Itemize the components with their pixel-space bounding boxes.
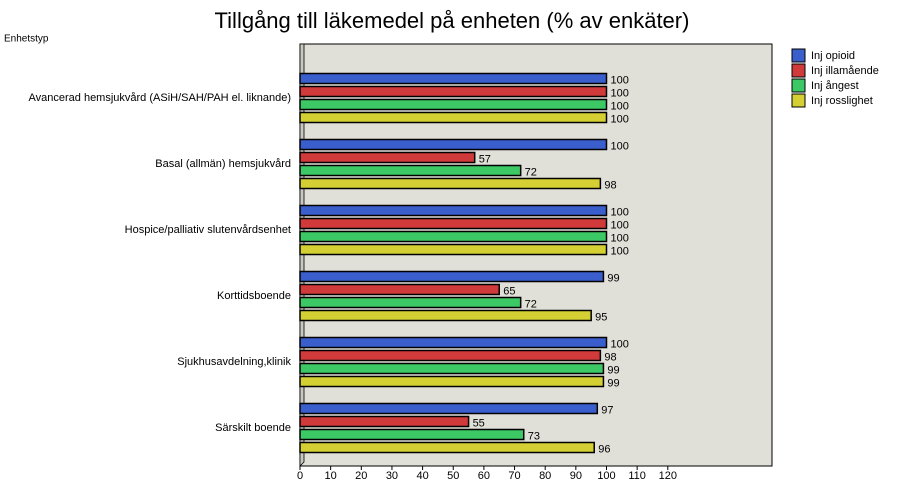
x-tick-label: 120 (659, 470, 677, 482)
bar (299, 138, 608, 151)
y-tick-label: Särskilt boende (215, 422, 291, 434)
x-tick-label: 50 (447, 470, 459, 482)
y-axis-label: Enhetstyp (4, 34, 49, 45)
chart-title: Tillgång till läkemedel på enheten (% av… (215, 8, 690, 33)
bar (299, 336, 608, 349)
bar (299, 270, 605, 283)
bar (299, 85, 608, 98)
x-tick-label: 80 (539, 470, 551, 482)
bar (299, 177, 602, 190)
bar (299, 98, 608, 111)
bar (299, 164, 522, 177)
bar (299, 296, 522, 309)
value-label: 97 (601, 404, 613, 416)
value-label: 100 (610, 338, 628, 350)
bar (299, 151, 476, 164)
value-label: 98 (604, 351, 616, 363)
value-label: 100 (610, 219, 628, 231)
legend-swatch (791, 63, 806, 78)
y-tick-label: Hospice/palliativ slutenvårdsenhet (125, 224, 291, 236)
bar (299, 72, 608, 85)
x-tick-label: 100 (597, 470, 615, 482)
x-tick-label: 70 (508, 470, 520, 482)
bar (299, 402, 599, 415)
x-tick-label: 110 (628, 470, 646, 482)
x-tick-label: 0 (297, 470, 303, 482)
y-tick-label: Basal (allmän) hemsjukvård (155, 158, 291, 170)
value-label: 55 (473, 417, 485, 429)
value-label: 100 (610, 87, 628, 99)
bar (299, 349, 602, 362)
bar (299, 415, 470, 428)
bar (299, 441, 595, 454)
legend-label: Inj opioid (811, 50, 855, 62)
bar (299, 111, 608, 124)
y-tick-label: Korttidsboende (217, 290, 291, 302)
value-label: 98 (604, 179, 616, 191)
bar (299, 428, 525, 441)
value-label: 96 (598, 443, 610, 455)
x-tick-label: 10 (325, 470, 337, 482)
value-label: 73 (528, 430, 540, 442)
value-label: 100 (610, 100, 628, 112)
x-tick-label: 30 (386, 470, 398, 482)
legend-label: Inj rosslighet (811, 95, 873, 107)
bar (299, 362, 605, 375)
x-tick-label: 60 (478, 470, 490, 482)
bar (299, 243, 608, 256)
value-label: 95 (595, 311, 607, 323)
bar (299, 230, 608, 243)
value-label: 100 (610, 140, 628, 152)
value-label: 65 (503, 285, 515, 297)
legend-label: Inj illamående (811, 65, 879, 77)
value-label: 100 (610, 245, 628, 257)
value-label: 99 (607, 364, 619, 376)
value-label: 57 (479, 153, 491, 165)
bar (299, 375, 605, 388)
y-tick-label: Sjukhusavdelning,klinik (177, 356, 291, 368)
bar (299, 283, 500, 296)
bar (299, 217, 608, 230)
value-label: 99 (607, 377, 619, 389)
value-label: 100 (610, 232, 628, 244)
legend-swatch (791, 93, 806, 108)
value-label: 99 (607, 272, 619, 284)
bar (299, 204, 608, 217)
value-label: 72 (525, 298, 537, 310)
x-tick-label: 20 (355, 470, 367, 482)
x-tick-label: 40 (416, 470, 428, 482)
y-tick-label: Avancerad hemsjukvård (ASiH/SAH/PAH el. … (29, 92, 292, 104)
value-label: 100 (610, 113, 628, 125)
legend-swatch (791, 78, 806, 93)
value-label: 72 (525, 166, 537, 178)
legend-swatch (791, 48, 806, 63)
value-label: 100 (610, 206, 628, 218)
x-tick-label: 90 (570, 470, 582, 482)
bar (299, 309, 592, 322)
value-label: 100 (610, 74, 628, 86)
legend-label: Inj ångest (811, 80, 859, 92)
